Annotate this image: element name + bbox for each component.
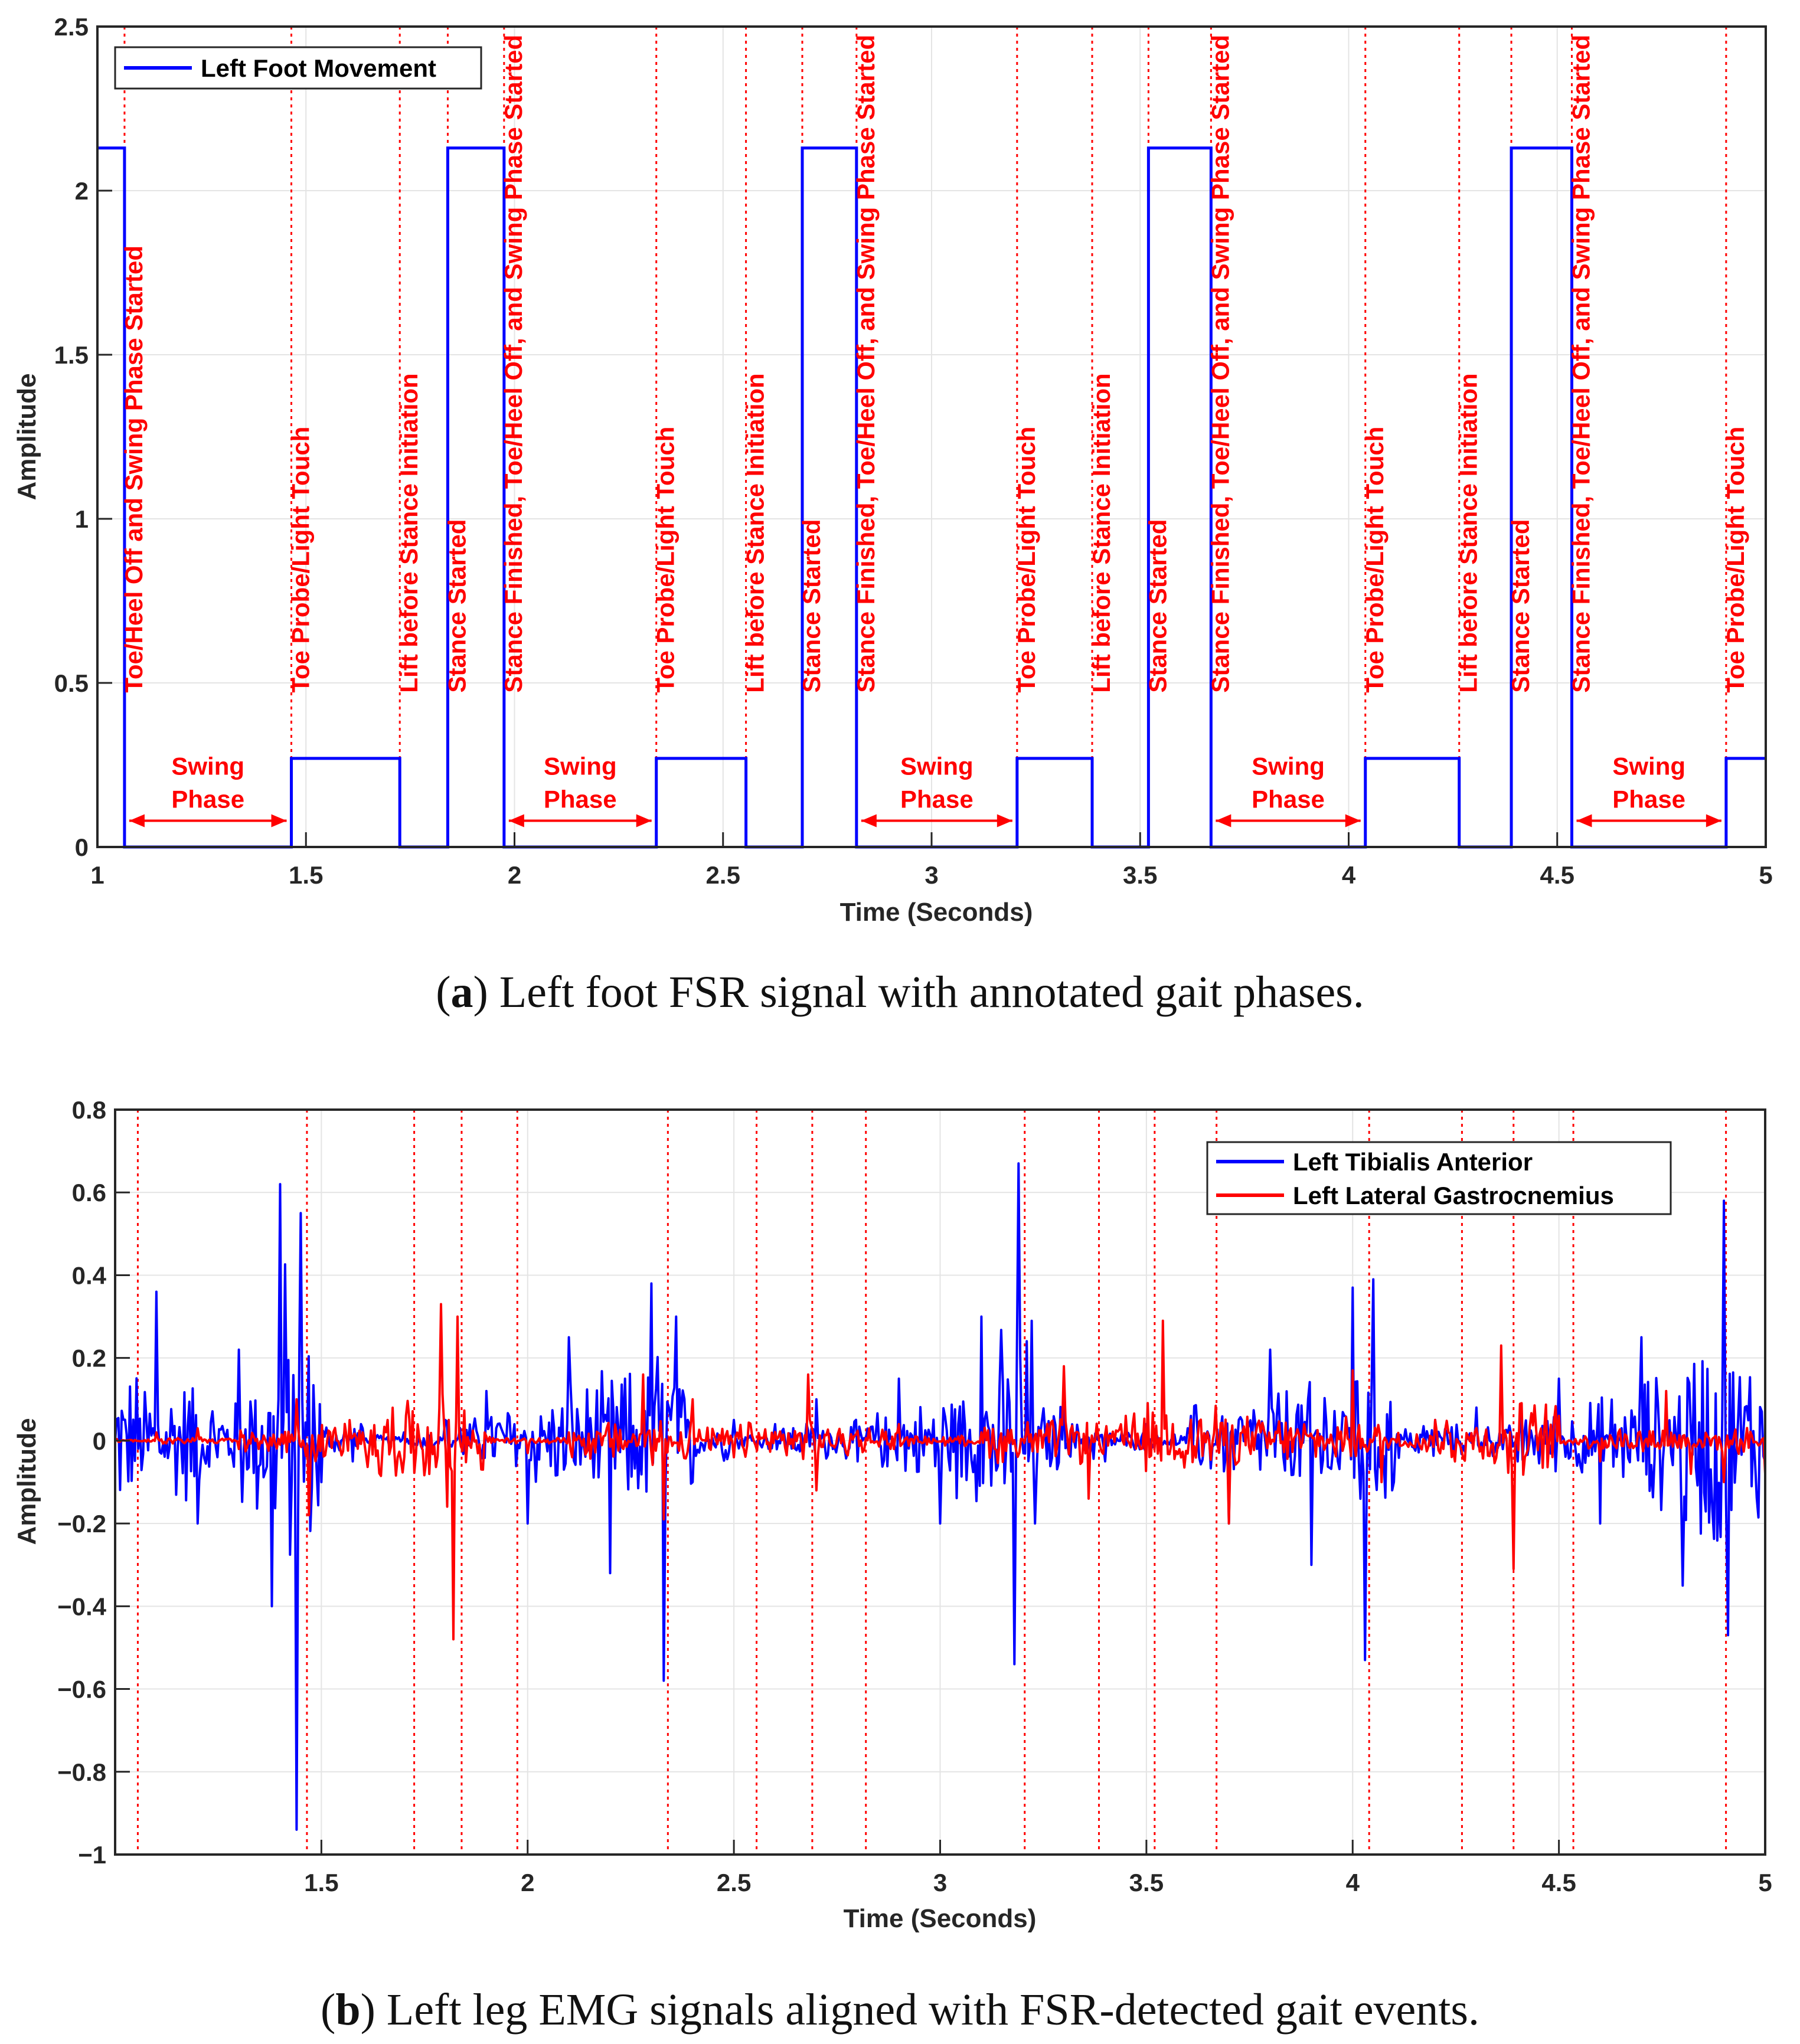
chart-a-ytick-label: 2.5 <box>54 13 89 41</box>
chart-a-swing-arrowhead-left <box>861 814 877 828</box>
chart-a: Swing Phase Swing Phase Swing Phase Swing Phase… <box>12 13 1773 927</box>
caption-b-letter: b <box>335 1985 361 2035</box>
chart-a-annotation: Stance Started <box>1144 519 1171 693</box>
chart-a-annotation: Toe Probe/Light Touch <box>1012 427 1040 693</box>
chart-a-swing-arrowhead-left <box>1576 814 1592 828</box>
chart-a-swing-arrowhead-right <box>1345 814 1361 828</box>
chart-a-xtick-label: 1 <box>90 861 104 889</box>
chart-b-xtick-label: 3 <box>933 1869 947 1896</box>
chart-a-swing-arrowhead-right <box>997 814 1012 828</box>
chart-b-ytick-label: −0.6 <box>57 1676 106 1703</box>
caption-a-text: Left foot FSR signal with annotated gait… <box>488 967 1364 1017</box>
chart-b-xtick-label: 4 <box>1346 1869 1360 1896</box>
chart-b-xtick-label: 2.5 <box>717 1869 751 1896</box>
chart-b-legend: Left Tibialis Anterior Left Lateral Gast… <box>1206 1141 1672 1215</box>
chart-b-legend-label-ta: Left Tibialis Anterior <box>1293 1148 1533 1176</box>
chart-a-annotation: Stance Started <box>798 519 825 693</box>
chart-a-annotation: Stance Finished, Toe/Heel Off, and Swing… <box>1206 35 1234 693</box>
chart-b: 1.5 2 2.5 3 3.5 4 4.5 5 −1 −0.8 −0.6 −0.4 −0.2 0 0.2 0.… <box>12 1096 1772 1933</box>
chart-a-annotation: Toe/Heel Off and Swing Phase Started <box>120 246 148 693</box>
chart-a-annotation: Toe Probe/Light Touch <box>287 427 315 693</box>
chart-b-ytick-label: 0.2 <box>72 1345 106 1372</box>
chart-a-ylabel: Amplitude <box>12 373 41 500</box>
chart-a-swing-label: Phase <box>1612 785 1685 813</box>
chart-a-annotation: Lift before Stance Initiation <box>1455 373 1482 692</box>
chart-b-xtick-label: 2 <box>521 1869 534 1896</box>
chart-b-ytick-label: 0.6 <box>72 1179 106 1206</box>
chart-b-ytick-label: −1 <box>78 1841 106 1869</box>
chart-b-ticks: 1.5 2 2.5 3 3.5 4 4.5 5 −1 −0.8 −0.6 −0.4 −0.2 0 0.2 0.… <box>57 1096 1772 1896</box>
chart-a-xtick-label: 5 <box>1759 861 1772 889</box>
chart-b-xtick-label: 1.5 <box>304 1869 338 1896</box>
chart-b-xtick-label: 4.5 <box>1541 1869 1576 1896</box>
chart-a-xtick-label: 3 <box>924 861 938 889</box>
chart-b-line-left-lateral-gastrocnemius <box>114 1303 1766 1641</box>
chart-a-legend-label: Left Foot Movement <box>201 54 436 82</box>
chart-a-swing-phases: Swing Phase Swing Phase Swing Phase Swing Phase… <box>129 753 1721 828</box>
chart-a-xtick-label: 1.5 <box>289 861 323 889</box>
caption-b: (b) Left leg EMG signals aligned with FS… <box>321 1985 1479 2035</box>
chart-a-swing-label: Phase <box>900 785 973 813</box>
chart-a-swing-label: Swing <box>1612 753 1685 780</box>
chart-a-ytick-label: 0 <box>75 833 89 861</box>
chart-a-swing-label: Swing <box>1252 753 1325 780</box>
chart-b-xtick-label: 5 <box>1758 1869 1772 1896</box>
chart-b-xlabel: Time (Seconds) <box>844 1904 1037 1933</box>
chart-a-annotation: Stance Started <box>443 519 471 693</box>
chart-b-ytick-label: −0.2 <box>57 1510 106 1538</box>
chart-a-swing-label: Phase <box>1252 785 1325 813</box>
chart-a-swing-arrowhead-left <box>508 814 524 828</box>
chart-b-ylabel: Amplitude <box>12 1418 41 1545</box>
chart-a-xtick-label: 4 <box>1342 861 1356 889</box>
chart-b-ytick-label: 0 <box>93 1427 106 1455</box>
chart-a-swing-arrowhead-right <box>271 814 287 828</box>
chart-a-xtick-label: 4.5 <box>1540 861 1574 889</box>
chart-a-annotation: Stance Started <box>1507 519 1534 693</box>
chart-a-xlabel: Time (Seconds) <box>840 898 1033 927</box>
chart-b-legend-box <box>1206 1141 1672 1215</box>
chart-a-ytick-label: 1 <box>75 505 89 533</box>
chart-a-annotation: Lift before Stance Initiation <box>1087 373 1115 692</box>
chart-a-annotation: Toe Probe/Light Touch <box>1361 427 1389 693</box>
chart-a-annotation: Stance Finished, Toe/Heel Off, and Swing… <box>1567 35 1595 693</box>
chart-a-ytick-label: 2 <box>75 177 89 205</box>
chart-a-swing-arrowhead-left <box>1216 814 1231 828</box>
chart-a-swing-arrowhead-left <box>129 814 145 828</box>
chart-a-annotation: Lift before Stance Initiation <box>395 373 423 692</box>
chart-a-ytick-label: 1.5 <box>54 341 89 369</box>
chart-a-xtick-label: 2 <box>508 861 521 889</box>
chart-b-ytick-label: −0.4 <box>57 1592 107 1620</box>
caption-a: (a) Left foot FSR signal with annotated … <box>436 967 1364 1017</box>
chart-a-swing-label: Swing <box>900 753 973 780</box>
chart-a-annotation: Lift before Stance Initiation <box>741 373 769 692</box>
chart-b-legend-label-lg: Left Lateral Gastrocnemius <box>1293 1182 1614 1209</box>
chart-a-swing-label: Phase <box>171 785 244 813</box>
chart-a-swing-arrowhead-right <box>636 814 652 828</box>
chart-a-annotation: Toe Probe/Light Touch <box>1721 427 1749 693</box>
chart-a-ytick-label: 0.5 <box>54 669 89 697</box>
chart-a-annotations: Toe/Heel Off and Swing Phase Started Toe … <box>120 35 1749 693</box>
chart-a-annotation: Stance Finished, Toe/Heel Off, and Swing… <box>499 35 527 693</box>
chart-b-series <box>114 1162 1766 1831</box>
chart-b-ytick-label: 0.4 <box>72 1261 107 1289</box>
chart-a-annotation: Toe Probe/Light Touch <box>652 427 680 693</box>
chart-a-swing-label: Swing <box>544 753 617 780</box>
caption-b-text: Left leg EMG signals aligned with FSR-de… <box>375 1985 1479 2035</box>
caption-a-letter: a <box>450 967 473 1017</box>
chart-a-ticks: 1 1.5 2 2.5 3 3.5 4 4.5 5 0 0.5 1 1.5 2 2.5 <box>54 13 1773 889</box>
chart-b-ytick-label: 0.8 <box>72 1096 106 1124</box>
chart-a-swing-arrowhead-right <box>1706 814 1721 828</box>
chart-b-xtick-label: 3.5 <box>1129 1869 1164 1896</box>
chart-a-xtick-label: 3.5 <box>1123 861 1157 889</box>
chart-a-xtick-label: 2.5 <box>706 861 740 889</box>
chart-a-annotation: Stance Finished, Toe/Heel Off, and Swing… <box>852 35 880 693</box>
chart-a-swing-label: Swing <box>171 753 244 780</box>
chart-a-swing-label: Phase <box>544 785 617 813</box>
chart-a-legend: Left Foot Movement <box>114 46 482 90</box>
chart-b-ytick-label: −0.8 <box>57 1758 106 1786</box>
